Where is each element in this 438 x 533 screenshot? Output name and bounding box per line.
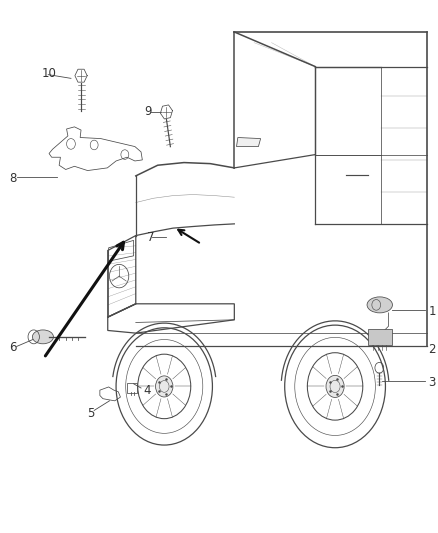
Text: 1: 1 [428,305,436,318]
Text: 9: 9 [145,106,152,118]
Polygon shape [237,138,261,147]
Circle shape [326,375,344,398]
Text: 8: 8 [9,172,16,185]
Text: 4: 4 [144,384,151,397]
Text: 3: 3 [428,376,436,389]
Ellipse shape [367,297,392,313]
Bar [368,329,392,345]
Text: 10: 10 [42,67,57,80]
Text: 5: 5 [88,407,95,419]
Circle shape [155,376,173,397]
Ellipse shape [32,330,53,344]
Text: 6: 6 [9,341,16,354]
Text: 2: 2 [428,343,436,356]
Text: 7: 7 [147,231,154,244]
